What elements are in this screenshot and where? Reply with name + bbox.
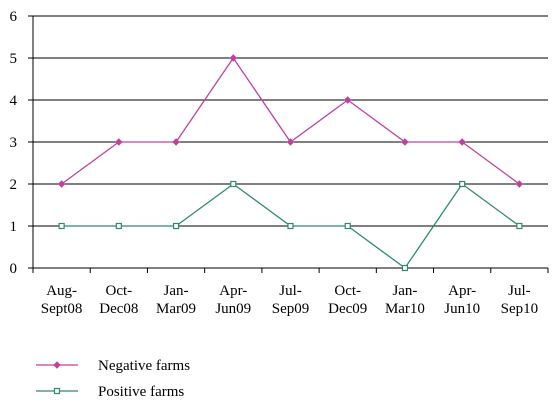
data-point-negative-farms [401, 138, 409, 146]
x-tick-label: Aug-Sept08 [41, 283, 83, 317]
data-point-positive-farms [459, 180, 466, 188]
x-tick-label: Apr-Jun09 [215, 283, 251, 317]
x-tick-label: Jul-Sep10 [501, 283, 539, 317]
data-point-positive-farms [172, 222, 180, 230]
data-point-negative-farms [172, 138, 180, 146]
y-tick-label: 1 [10, 219, 18, 235]
legend-label-negative-farms: Negative farms [98, 358, 190, 374]
y-tick-label: 0 [10, 261, 18, 277]
x-tick-label: Jan-Mar10 [385, 283, 425, 317]
x-tick-label: Oct-Dec09 [328, 283, 367, 317]
legend-label-positive-farms: Positive farms [98, 384, 184, 400]
data-point-negative-farms [57, 180, 66, 188]
y-tick-label: 4 [10, 93, 18, 109]
data-point-positive-farms [58, 222, 65, 230]
x-tick-label: Apr-Jun10 [444, 283, 480, 317]
y-tick-label: 2 [10, 177, 18, 193]
y-tick-label: 5 [10, 51, 18, 67]
series-lines [57, 54, 524, 272]
x-tick-labels: Aug-Sept08 Oct-Dec08 Jan-Mar09 Apr-Jun09 Jul… [41, 283, 538, 317]
gridlines [33, 15, 548, 227]
data-point-positive-farms [230, 180, 237, 188]
data-point-positive-farms [401, 264, 409, 272]
data-point-negative-farms [229, 54, 237, 62]
x-tick-label: Oct-Dec08 [99, 283, 138, 317]
data-point-negative-farms [458, 138, 466, 146]
y-tick-label: 6 [10, 9, 18, 25]
data-point-negative-farms [115, 138, 123, 146]
data-point-negative-farms [344, 96, 352, 104]
legend-marker-positive-farms [53, 387, 61, 395]
legend: Negative farms Positive farms [36, 358, 190, 400]
data-point-positive-farms [344, 222, 351, 230]
data-point-positive-farms [287, 222, 294, 230]
axes [28, 15, 549, 273]
data-point-negative-farms [515, 180, 524, 188]
data-point-positive-farms [115, 222, 122, 230]
y-tick-labels: 0 1 2 3 4 5 6 [10, 9, 18, 277]
legend-marker-negative-farms [53, 361, 61, 369]
data-point-positive-farms [516, 222, 523, 230]
x-tick-label: Jan-Mar09 [156, 283, 196, 317]
y-tick-label: 3 [10, 135, 18, 151]
x-tick-label: Jul-Sep09 [272, 283, 310, 317]
data-point-negative-farms [286, 138, 295, 146]
series-line-negative-farms [61, 56, 520, 185]
